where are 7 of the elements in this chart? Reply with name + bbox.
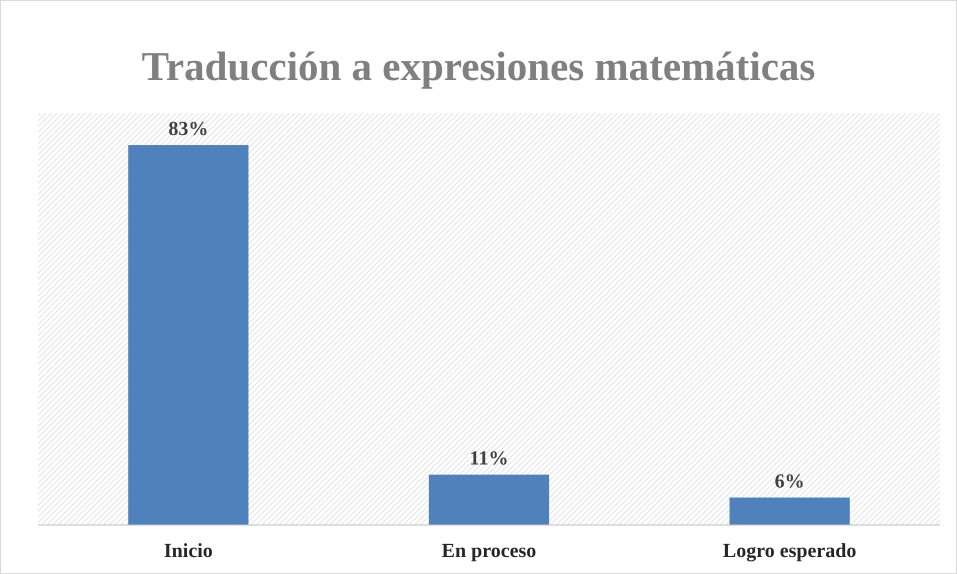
- x-tick-label: Inicio: [164, 540, 213, 562]
- data-label: 11%: [470, 448, 508, 470]
- chart-title: Traducción a expresiones matemáticas: [142, 43, 816, 89]
- data-label: 83%: [168, 118, 208, 140]
- data-label: 6%: [774, 470, 805, 493]
- x-tick-label: En proceso: [442, 540, 536, 562]
- x-tick-label: Logro esperado: [722, 540, 856, 562]
